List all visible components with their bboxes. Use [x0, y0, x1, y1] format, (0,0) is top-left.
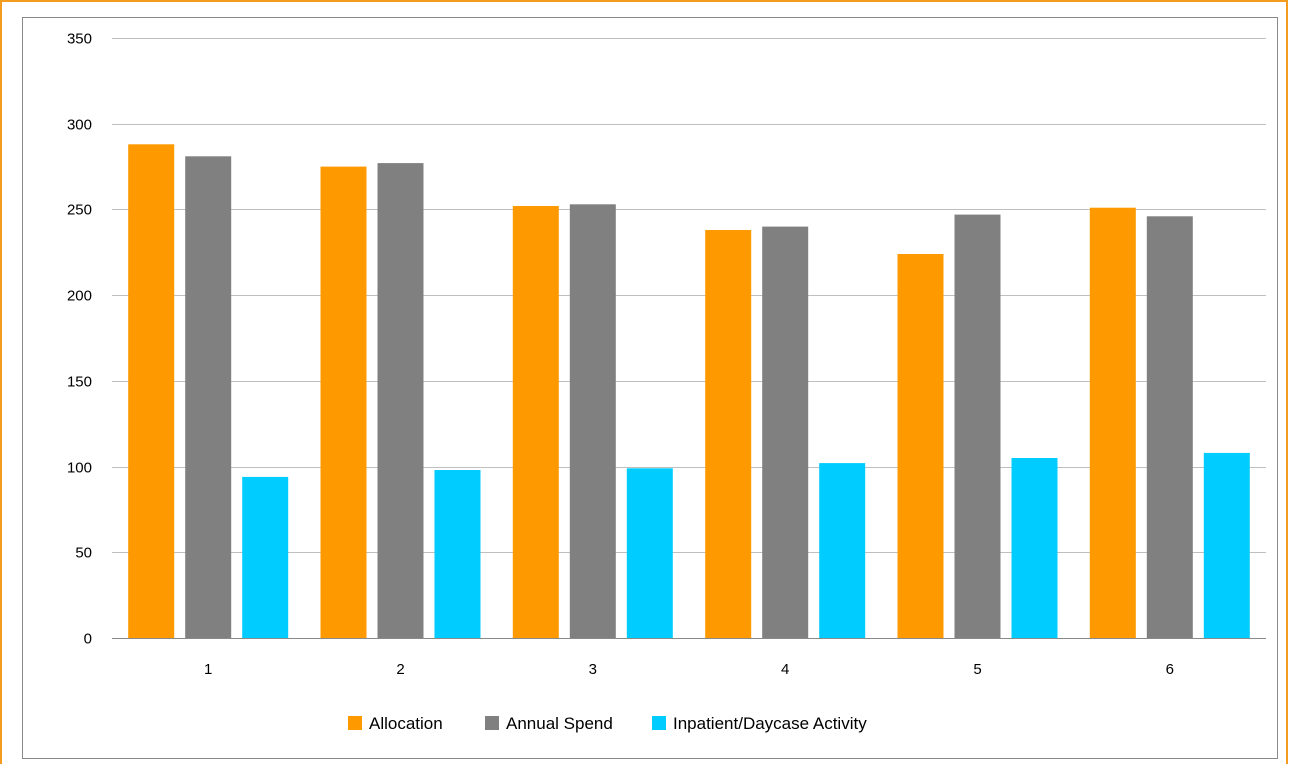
y-tick-label: 350	[67, 31, 92, 48]
legend-label: Inpatient/Daycase Activity	[673, 714, 867, 733]
bar-inpatient-daycase-activity-2	[434, 470, 481, 638]
bar-inpatient-daycase-activity-6	[1203, 452, 1250, 638]
bar-allocation-2	[320, 166, 367, 638]
bar-allocation-5	[897, 254, 944, 638]
bar-inpatient-daycase-activity-5	[1011, 458, 1058, 638]
x-tick-label: 1	[204, 661, 212, 678]
gridlines	[112, 38, 1266, 639]
y-tick-label: 0	[84, 631, 92, 648]
bar-allocation-6	[1089, 207, 1136, 638]
bar-allocation-3	[512, 206, 559, 638]
y-tick-label: 300	[67, 117, 92, 134]
bar-annual-spend-5	[954, 214, 1001, 638]
y-tick-label: 150	[67, 374, 92, 391]
bar-allocation-1	[128, 144, 175, 639]
bar-annual-spend-1	[185, 156, 232, 639]
y-axis-tick-labels: 0 50 100 150 200 250 300 350	[67, 31, 92, 648]
x-tick-label: 2	[396, 661, 404, 678]
bar-annual-spend-2	[377, 163, 424, 638]
bar-inpatient-daycase-activity-4	[819, 463, 866, 638]
bar-annual-spend-6	[1146, 216, 1193, 639]
legend: Allocation Annual Spend Inpatient/Daycase …	[348, 714, 867, 733]
y-tick-label: 50	[75, 545, 92, 562]
x-tick-label: 4	[781, 661, 789, 678]
legend-swatch	[348, 716, 362, 730]
chart-area	[22, 17, 1278, 759]
bar-inpatient-daycase-activity-3	[626, 468, 673, 638]
x-tick-label: 6	[1166, 661, 1174, 678]
y-tick-label: 200	[67, 288, 92, 305]
legend-swatch	[652, 716, 666, 730]
x-axis-tick-labels: 1 2 3 4 5 6	[204, 661, 1174, 678]
bar-annual-spend-4	[762, 226, 809, 638]
legend-swatch	[485, 716, 499, 730]
bar-annual-spend-3	[569, 204, 616, 639]
x-tick-label: 3	[589, 661, 597, 678]
bar-allocation-4	[705, 230, 752, 638]
x-tick-label: 5	[973, 661, 981, 678]
bars	[128, 144, 1250, 639]
bar-inpatient-daycase-activity-1	[242, 476, 289, 638]
legend-label: Allocation	[369, 714, 443, 733]
y-tick-label: 100	[67, 460, 92, 477]
legend-label: Annual Spend	[506, 714, 613, 733]
y-tick-label: 250	[67, 202, 92, 219]
